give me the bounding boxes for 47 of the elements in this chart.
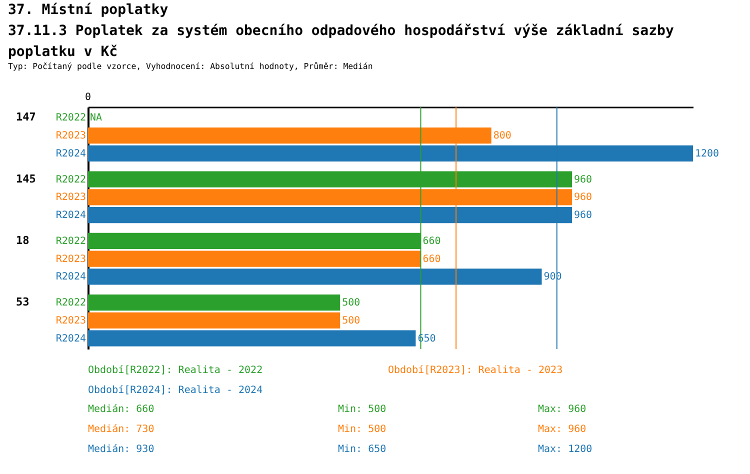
text: Období[R2023]: Realita - 2023 [388, 365, 563, 376]
text: Medián: 660 [88, 404, 154, 415]
data-label: 800 [493, 130, 512, 142]
text: R2022 [56, 298, 86, 309]
series-label: R2022 [56, 174, 86, 186]
text: R2024 [56, 272, 86, 283]
chart-subtitle: 37.11.3 Poplatek za systém obecního odpadového hospodářství výše základní sazby poplatku v Kč [8, 22, 674, 60]
y-tick-label: 18 [16, 234, 30, 247]
data-label: 960 [574, 210, 592, 222]
text: Typ: Počítaný podle vzorce, Vyhodnocení: Absolutní hodnoty, Průměr: Medián [8, 60, 373, 71]
text: Max: 1200 [538, 444, 592, 455]
chart-title: 37. Místní poplatky [8, 2, 169, 18]
data-label: 960 [574, 174, 592, 186]
data-label: 500 [342, 315, 360, 326]
text: Medián: 730 [88, 424, 154, 435]
text: Období[R2024]: Realita - 2024 [88, 385, 263, 396]
text: Max: 960 [538, 404, 586, 415]
text: R2022 [56, 236, 86, 247]
text: R2023 [56, 315, 86, 326]
text: Min: 650 [338, 444, 386, 455]
text: Období[R2022]: Realita - 2022 [88, 365, 263, 376]
text: Min: 500 [338, 424, 386, 435]
text: Max: 960 [538, 424, 586, 435]
series-label: R2023 [56, 130, 86, 142]
y-tick-label: 53 [16, 296, 30, 309]
text: R2022 [56, 112, 86, 124]
bar [88, 312, 340, 328]
series-label: R2024 [56, 148, 86, 160]
text: R2023 [56, 192, 86, 204]
bar [88, 330, 416, 346]
text: R2023 [56, 254, 86, 265]
text: R2024 [56, 210, 86, 222]
text: R2024 [56, 333, 86, 344]
y-tick-label: 147 [16, 110, 36, 124]
bar [88, 268, 542, 285]
text: Min: 500 [338, 404, 386, 415]
text: 0 [85, 92, 92, 103]
data-label: 960 [574, 192, 592, 204]
data-label: 660 [422, 236, 441, 247]
data-label: 500 [342, 298, 360, 309]
bar [88, 250, 421, 267]
text: NA [90, 112, 102, 124]
data-label: 660 [422, 254, 441, 265]
y-tick-label: 145 [16, 172, 36, 186]
data-label: 1200 [695, 148, 720, 160]
bar [88, 294, 340, 311]
text: Medián: 930 [88, 444, 154, 455]
